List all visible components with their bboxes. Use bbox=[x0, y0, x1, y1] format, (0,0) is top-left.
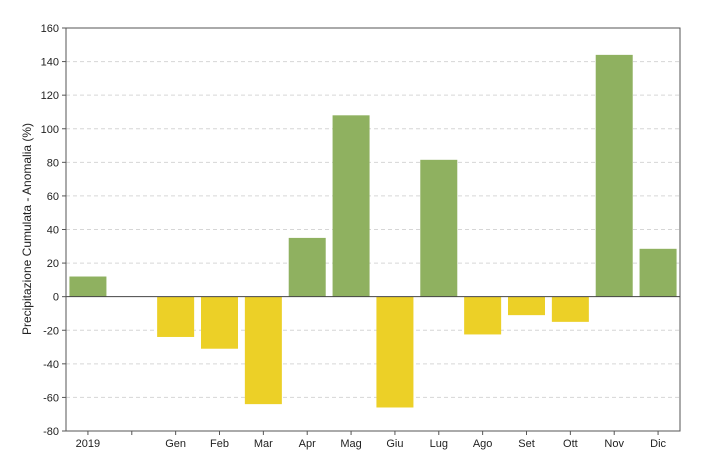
bar-lug bbox=[420, 159, 458, 297]
bar-nov bbox=[595, 54, 633, 297]
x-tick-label: Apr bbox=[299, 438, 316, 450]
x-tick-label: Gen bbox=[165, 438, 186, 450]
x-tick-label: Ott bbox=[563, 438, 578, 450]
bar-mag bbox=[332, 115, 370, 297]
bar-mar bbox=[244, 296, 282, 405]
x-tick-label: Mag bbox=[340, 438, 361, 450]
y-tick-label: 60 bbox=[47, 191, 59, 203]
y-axis-title: Precipitazione Cumulata - Anomalia (%) bbox=[20, 123, 34, 335]
x-tick-label: Set bbox=[518, 438, 535, 450]
y-tick-label: 0 bbox=[53, 292, 59, 304]
x-tick-label: 2019 bbox=[76, 438, 100, 450]
y-tick-label: 40 bbox=[47, 225, 59, 237]
grid-lines bbox=[66, 61, 680, 398]
y-tick-label: 20 bbox=[47, 258, 59, 270]
y-tick-label: 140 bbox=[41, 57, 59, 69]
y-tick-label: -60 bbox=[43, 392, 59, 404]
y-tick-label: 160 bbox=[41, 23, 59, 35]
bar-feb bbox=[201, 296, 238, 349]
bar-apr bbox=[288, 237, 326, 297]
bar-giu bbox=[376, 296, 414, 408]
plot-frame bbox=[65, 27, 681, 432]
x-tick-label: Mar bbox=[254, 438, 273, 450]
x-tick-label: Feb bbox=[210, 438, 229, 450]
y-tick-labels: -80 -60 -40 -20 0 20 40 60 80 100 120 140 160 bbox=[41, 23, 59, 438]
bars bbox=[69, 54, 677, 408]
x-tick-label: Dic bbox=[650, 438, 666, 450]
x-tick-label: Ago bbox=[473, 438, 493, 450]
y-tick-label: 80 bbox=[47, 157, 59, 169]
x-tick-label: Nov bbox=[604, 438, 624, 450]
y-tick-label: -20 bbox=[43, 325, 59, 337]
bar-ott bbox=[551, 296, 589, 322]
y-tick-label: -80 bbox=[43, 426, 59, 438]
y-tick-label: 120 bbox=[41, 90, 59, 102]
x-tick-labels: 2019 Gen Feb Mar Apr Mag Giu Lug Ago Set Ott Nov Dic bbox=[76, 438, 667, 450]
axes bbox=[62, 27, 681, 435]
bar-2019 bbox=[69, 276, 107, 297]
bar-dic bbox=[639, 248, 677, 297]
bar-ago bbox=[464, 296, 502, 335]
bar-set bbox=[508, 296, 545, 316]
y-tick-label: 100 bbox=[41, 124, 59, 136]
x-tick-label: Lug bbox=[430, 438, 448, 450]
y-tick-label: -40 bbox=[43, 359, 59, 371]
bar-gen bbox=[157, 296, 195, 337]
x-tick-label: Giu bbox=[386, 438, 403, 450]
